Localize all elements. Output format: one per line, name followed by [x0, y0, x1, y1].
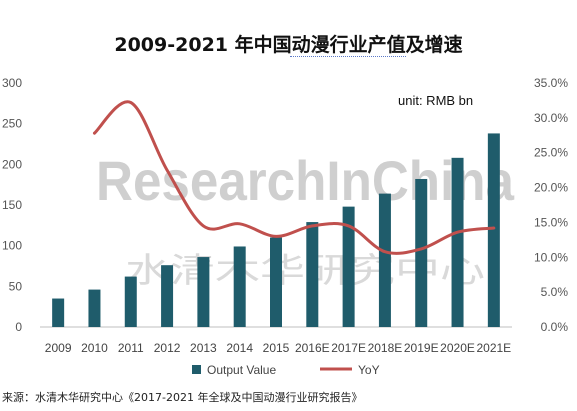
category-label: 2021E — [476, 341, 511, 355]
right-tick-label: 15.0% — [534, 215, 568, 229]
source-note: 来源：水清木华研究中心《2017-2021 年全球及中国动漫行业研究报告》 — [2, 391, 363, 404]
bar-output-value — [306, 222, 319, 327]
right-tick-label: 20.0% — [534, 181, 568, 195]
category-label: 2018E — [368, 341, 403, 355]
legend-label-yoy: YoY — [358, 363, 380, 377]
watermark-chinese: 水清木华研究中心 — [125, 251, 485, 291]
title-underline-decoration — [290, 56, 406, 57]
left-tick-label: 300 — [2, 76, 22, 90]
legend: Output Value YoY — [192, 363, 380, 377]
watermark-latin: ResearchInChina — [96, 149, 515, 212]
bar-output-value — [124, 276, 137, 327]
bar-output-value — [161, 265, 174, 327]
right-tick-label: 10.0% — [534, 250, 568, 264]
bar-output-value — [88, 289, 101, 327]
left-tick-label: 100 — [2, 239, 22, 253]
category-labels: 2009 2010 2011 2012 2013 2014 2015 2016E 2017E 20… — [45, 341, 511, 355]
category-label: 2013 — [190, 341, 217, 355]
category-label: 2016E — [295, 341, 330, 355]
yoy-line — [92, 100, 496, 255]
legend-swatch-output-value — [192, 365, 201, 374]
left-tick-label: 250 — [2, 117, 22, 131]
left-tick-label: 0 — [15, 320, 22, 334]
category-label: 2019E — [404, 341, 439, 355]
category-label: 2014 — [226, 341, 253, 355]
right-tick-label: 0.0% — [541, 320, 569, 334]
yoy-line-group — [92, 100, 496, 255]
bar-output-value — [451, 157, 464, 327]
bar-output-value — [415, 178, 428, 327]
right-tick-label: 5.0% — [541, 285, 569, 299]
right-tick-label: 35.0% — [534, 76, 568, 90]
bar-output-value — [197, 257, 210, 327]
left-tick-label: 200 — [2, 157, 22, 171]
bars — [52, 133, 500, 327]
left-axis-ticks: 0 50 100 150 200 250 300 — [2, 76, 22, 334]
bar-output-value — [270, 237, 282, 327]
bar-output-value — [487, 133, 500, 327]
category-label: 2009 — [45, 341, 72, 355]
unit-label: unit: RMB bn — [398, 93, 473, 108]
bar-output-value — [233, 246, 246, 327]
legend-label-output-value: Output Value — [207, 363, 276, 377]
bar-output-value — [378, 193, 391, 327]
category-label: 2011 — [118, 341, 144, 355]
watermark: ResearchInChina 水清木华研究中心 — [96, 149, 515, 291]
right-axis-ticks: 0.0% 5.0% 10.0% 15.0% 20.0% 25.0% 30.0% 35.0% — [534, 76, 568, 334]
bar-output-value — [52, 298, 65, 327]
category-label: 2017E — [331, 341, 366, 355]
category-label: 2012 — [154, 341, 181, 355]
category-label: 2020E — [440, 341, 475, 355]
right-tick-label: 25.0% — [534, 146, 568, 160]
category-label: 2015 — [263, 341, 290, 355]
right-tick-label: 30.0% — [534, 111, 568, 125]
chart-title: 2009-2021 年中国动漫行业产值及增速 — [114, 34, 463, 56]
left-tick-label: 150 — [2, 198, 22, 212]
category-label: 2010 — [81, 341, 108, 355]
left-tick-label: 50 — [9, 279, 23, 293]
bar-output-value — [342, 206, 355, 327]
